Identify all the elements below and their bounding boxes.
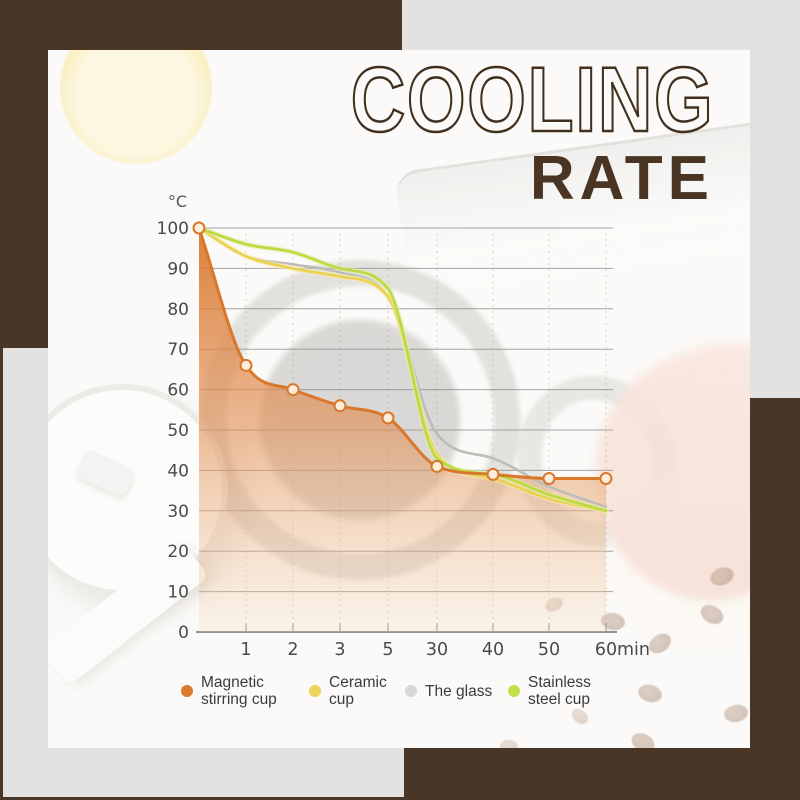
legend-swatch-ceramic-icon xyxy=(309,685,321,697)
x-axis-labels: 1 2 3 5 30 40 50 60 min xyxy=(240,640,650,660)
title-block: COOLING RATE xyxy=(271,49,714,213)
svg-text:90: 90 xyxy=(167,259,189,279)
legend-swatch-glass-icon xyxy=(405,685,417,697)
series-stainless-steel-cup xyxy=(196,225,609,514)
svg-text:min: min xyxy=(617,640,650,660)
svg-text:30: 30 xyxy=(426,640,448,660)
svg-text:5: 5 xyxy=(382,640,393,660)
legend-item-magnetic-stirring-cup: Magnetic stirring cup xyxy=(181,672,277,710)
svg-text:60: 60 xyxy=(167,381,189,401)
svg-text:30: 30 xyxy=(167,502,189,522)
chart-title: COOLING xyxy=(349,49,714,151)
svg-text:3: 3 xyxy=(334,640,345,660)
svg-text:100: 100 xyxy=(157,219,189,239)
y-axis-labels: 0 10 20 30 40 50 60 70 80 90 100 °C xyxy=(157,192,189,643)
svg-text:°C: °C xyxy=(168,192,187,211)
legend-label: Ceramic cup xyxy=(329,674,387,708)
legend-item-stainless-steel-cup: Stainless steel cup xyxy=(508,672,591,710)
svg-text:50: 50 xyxy=(538,640,560,660)
legend-item-ceramic-cup: Ceramic cup xyxy=(309,672,387,710)
svg-text:20: 20 xyxy=(167,542,189,562)
area-magnetic-stirring-cup xyxy=(199,228,606,632)
svg-text:40: 40 xyxy=(167,461,189,481)
svg-text:0: 0 xyxy=(178,623,189,643)
legend-label: Stainless steel cup xyxy=(528,674,591,708)
chart-subtitle: RATE xyxy=(529,144,714,213)
legend-label: Magnetic stirring cup xyxy=(201,674,277,708)
svg-text:80: 80 xyxy=(167,300,189,320)
svg-text:70: 70 xyxy=(167,340,189,360)
legend-label: The glass xyxy=(425,682,493,700)
svg-text:50: 50 xyxy=(167,421,189,441)
svg-text:40: 40 xyxy=(482,640,504,660)
markers-magnetic-stirring-cup xyxy=(192,221,613,485)
legend-item-the-glass: The glass xyxy=(405,672,492,710)
svg-text:60: 60 xyxy=(595,640,617,660)
svg-text:1: 1 xyxy=(240,640,251,660)
legend-swatch-magnetic-icon xyxy=(181,685,193,697)
svg-text:2: 2 xyxy=(287,640,298,660)
svg-text:10: 10 xyxy=(167,583,189,603)
chart-legend: Magnetic stirring cup Ceramic cup The glas… xyxy=(3,672,800,716)
legend-swatch-stainless-icon xyxy=(508,685,520,697)
